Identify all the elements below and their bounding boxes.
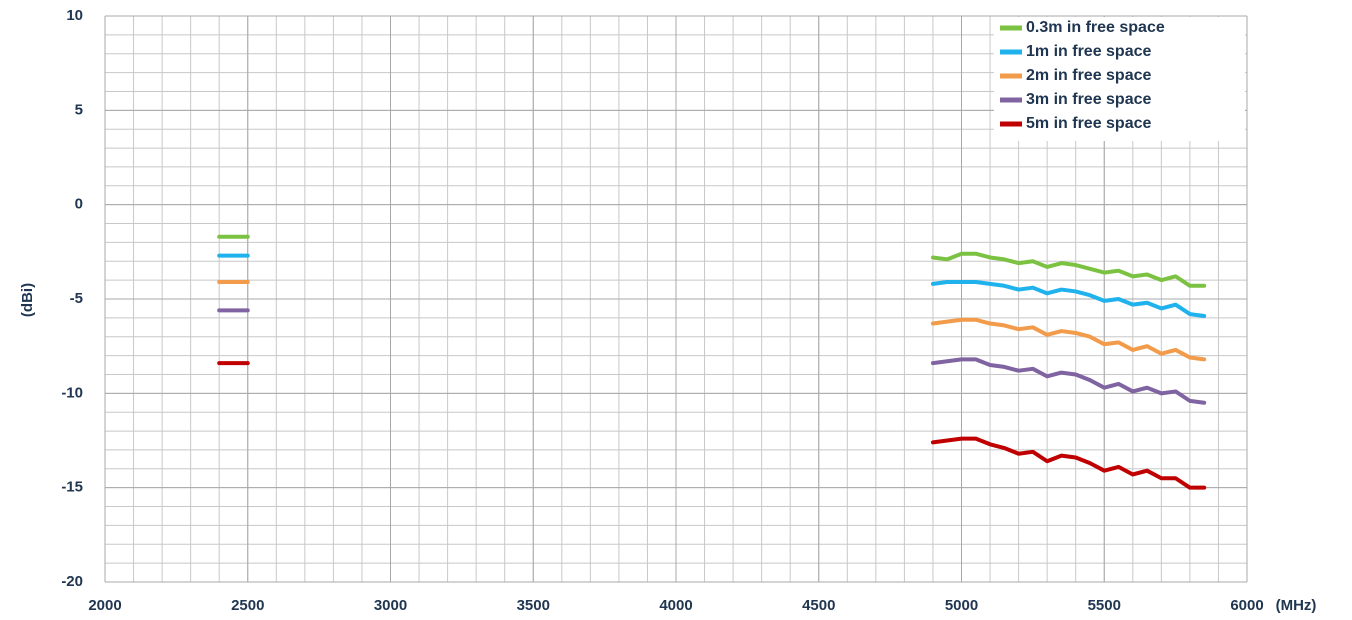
- legend-label: 5m in free space: [1026, 115, 1152, 132]
- legend-label: 3m in free space: [1026, 91, 1152, 108]
- legend-box: [994, 17, 1245, 141]
- x-tick-label: 2500: [231, 597, 264, 614]
- y-tick-label: -5: [70, 290, 83, 307]
- series-line: [217, 308, 1207, 405]
- y-tick-label: -10: [61, 384, 83, 401]
- x-tick-label: 5500: [1088, 597, 1121, 614]
- series-line: [217, 361, 1207, 490]
- x-tick-label: 4500: [802, 597, 835, 614]
- series-line: [217, 234, 1207, 288]
- y-tick-label: 0: [75, 196, 83, 213]
- x-tick-label: 3000: [374, 597, 407, 614]
- x-tick-label: 6000: [1230, 597, 1263, 614]
- series-line: [217, 280, 1207, 362]
- legend-label: 0.3m in free space: [1026, 19, 1165, 36]
- x-tick-label: 3500: [517, 597, 550, 614]
- x-tick-label: 2000: [88, 597, 121, 614]
- series-line: [217, 253, 1207, 318]
- y-tick-label: -20: [61, 573, 83, 590]
- x-tick-label: 4000: [659, 597, 692, 614]
- legend-label: 1m in free space: [1026, 43, 1152, 60]
- legend-label: 2m in free space: [1026, 67, 1152, 84]
- y-tick-label: 5: [75, 101, 83, 118]
- y-tick-label: -15: [61, 479, 83, 496]
- x-axis-label: (MHz): [1276, 597, 1317, 614]
- y-axis-label: (dBi): [19, 283, 36, 317]
- x-tick-label: 5000: [945, 597, 978, 614]
- y-tick-label: 10: [66, 7, 83, 24]
